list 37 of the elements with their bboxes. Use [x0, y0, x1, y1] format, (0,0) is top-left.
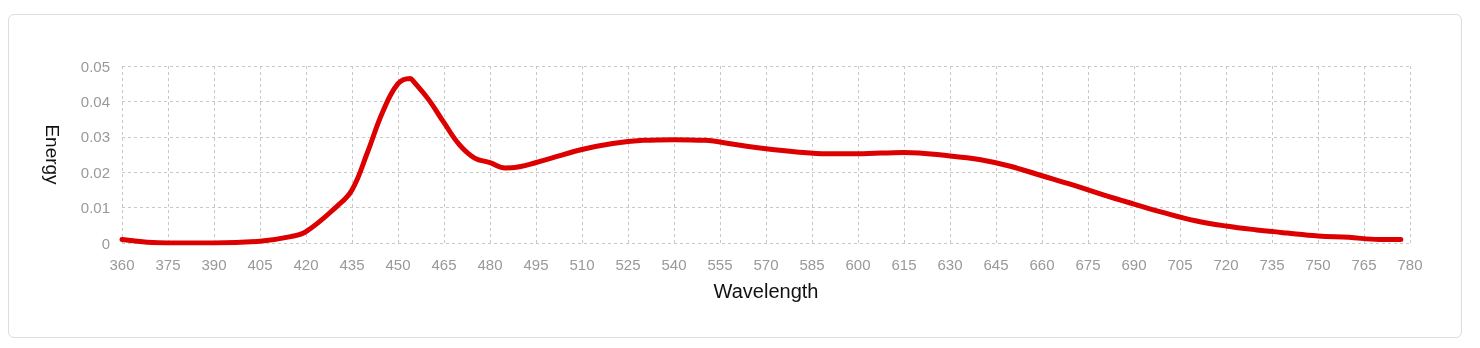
y-tick-label: 0.02 [80, 163, 110, 181]
x-axis-title: Wavelength [713, 280, 819, 302]
x-tick-label: 660 [1029, 256, 1055, 273]
x-tick-label: 420 [293, 256, 319, 273]
x-tick-label: 675 [1075, 256, 1101, 273]
x-tick-label: 720 [1213, 256, 1239, 273]
x-tick-label: 510 [569, 256, 595, 273]
y-tick-label: 0.03 [80, 128, 110, 146]
x-tick-label: 390 [201, 256, 227, 273]
x-tick-label: 495 [523, 256, 549, 273]
x-tick-label: 480 [477, 256, 503, 273]
x-tick-label: 750 [1305, 256, 1331, 273]
y-tick-label: 0.04 [80, 92, 110, 110]
x-tick-label: 375 [155, 256, 181, 273]
x-tick-label: 450 [385, 256, 411, 273]
x-tick-label: 615 [891, 256, 917, 273]
x-tick-label: 600 [845, 256, 871, 273]
x-tick-label: 570 [753, 256, 779, 273]
x-tick-label: 705 [1167, 256, 1193, 273]
x-tick-label: 735 [1259, 256, 1285, 273]
x-tick-label: 540 [661, 256, 687, 273]
x-tick-label: 630 [937, 256, 963, 273]
x-tick-label: 405 [247, 256, 273, 273]
x-tick-label: 780 [1397, 256, 1423, 273]
x-tick-label: 690 [1121, 256, 1147, 273]
x-tick-label: 645 [983, 256, 1009, 273]
x-tick-label: 525 [615, 256, 641, 273]
x-tick-label: 435 [339, 256, 365, 273]
x-tick-label: 465 [431, 256, 457, 273]
y-tick-label: 0.01 [80, 199, 110, 217]
x-tick-label: 585 [799, 256, 825, 273]
x-tick-label: 765 [1351, 256, 1377, 273]
x-tick-label: 360 [109, 256, 135, 273]
y-axis-title: Energy [42, 124, 63, 186]
x-tick-label: 555 [707, 256, 733, 273]
y-tick-label: 0.05 [80, 57, 110, 75]
y-tick-label: 0 [101, 234, 110, 252]
